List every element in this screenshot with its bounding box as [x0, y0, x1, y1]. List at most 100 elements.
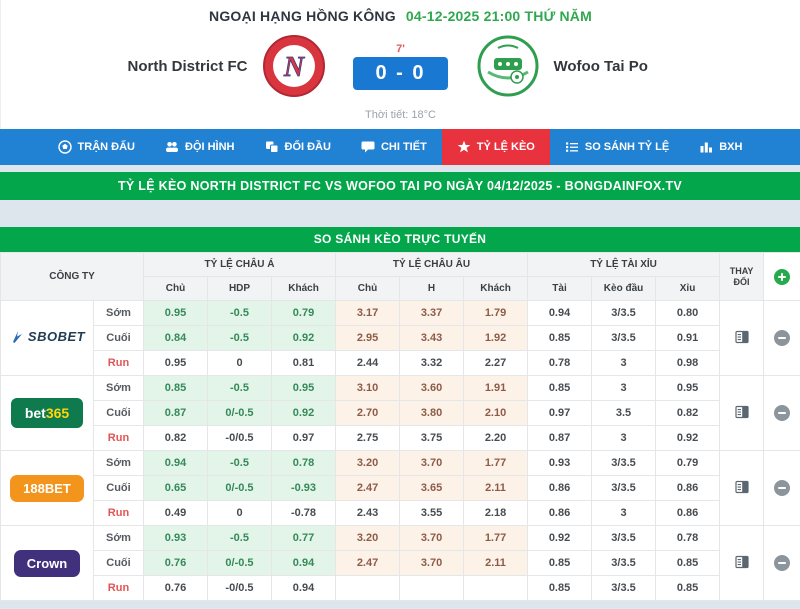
odds-cell: 3/3.5	[591, 550, 657, 576]
odds-row-crown-cuối: Cuối 0.76 0/-0.5 0.94 2.47 3.70 2.11 0.85 3/3.5 0…	[1, 550, 800, 576]
period-label: Sớm	[93, 300, 144, 326]
odds-cell: 0.97	[527, 400, 593, 426]
odds-table-title: SO SÁNH KÈO TRỰC TUYẾN	[0, 227, 800, 252]
company-header: CÔNG TY	[0, 252, 144, 301]
team-icon	[165, 140, 179, 154]
odds-row-bet365-sớm: bet365 Sớm 0.85 -0.5 0.95 3.10 3.60 1.91 0.85 3 0.…	[0, 375, 800, 451]
weather-label: Thời tiết:	[365, 109, 409, 121]
odds-cell	[399, 575, 465, 601]
odds-cell: 0.79	[655, 450, 721, 476]
away-team-name: Wofoo Tai Po	[553, 57, 648, 75]
odds-cell: 0.49	[143, 500, 208, 526]
bookmaker-logo[interactable]: Crown	[13, 549, 81, 577]
versus-icon	[265, 140, 279, 154]
collapse-bookmaker-button[interactable]	[763, 525, 800, 601]
odds-cell: 0.92	[527, 525, 593, 551]
bookmaker-logo[interactable]: bet365	[10, 398, 84, 428]
odds-cell: 0/-0.5	[207, 475, 272, 501]
bookmaker-cell-crown[interactable]: Crown	[0, 525, 94, 601]
collapse-bookmaker-button[interactable]	[763, 375, 800, 451]
odds-cell: 3.75	[399, 425, 465, 451]
minus-icon	[774, 405, 791, 421]
away-team-logo	[476, 34, 540, 98]
odds-change-history-button[interactable]	[719, 300, 765, 376]
odds-cell: -0.5	[207, 525, 272, 551]
odds-cell: 0.94	[270, 550, 337, 576]
odds-cell: 3.32	[399, 350, 465, 376]
tab-chi-tiet[interactable]: CHI TIẾT	[346, 129, 442, 165]
odds-cell: 3.60	[399, 375, 465, 401]
odds-page-banner: TỶ LỆ KÈO NORTH DISTRICT FC VS WOFOO TAI…	[0, 172, 800, 200]
odds-cell: 3.43	[399, 325, 465, 351]
tab-tran-dau[interactable]: TRẬN ĐẤU	[43, 129, 150, 165]
league-name: NGOẠI HẠNG HỒNG KÔNG	[209, 8, 396, 24]
col-header-away: Khách	[270, 276, 337, 301]
odds-change-history-button[interactable]	[719, 450, 765, 526]
bookmaker-cell-sbobet[interactable]: SBOBET	[0, 300, 94, 376]
bookmaker-logo[interactable]: SBOBET	[9, 329, 85, 344]
odds-cell: 1.77	[463, 450, 529, 476]
odds-change-history-button[interactable]	[719, 525, 765, 601]
odds-cell: 0.94	[527, 300, 593, 326]
odds-cell: 0/-0.5	[207, 400, 272, 426]
tab-so-sanh-ty-le[interactable]: SO SÁNH TỶ LỆ	[550, 129, 684, 165]
odds-cell: 3/3.5	[591, 450, 657, 476]
star-icon	[457, 140, 471, 154]
score-display: 0 - 0	[353, 56, 448, 90]
tab-ty-le-keo[interactable]: TỶ LỆ KÈO	[441, 129, 550, 165]
collapse-bookmaker-button[interactable]	[763, 300, 800, 376]
over-under-header: TỶ LỆ TÀI XỈU	[527, 252, 721, 277]
tab-doi-dau[interactable]: ĐỐI ĐẦU	[250, 129, 346, 165]
tab-label: TRẬN ĐẤU	[77, 141, 135, 153]
odds-cell: 0.97	[270, 425, 337, 451]
odds-cell: 2.95	[335, 325, 401, 351]
odds-cell: 2.70	[335, 400, 401, 426]
odds-cell: 3.17	[335, 300, 401, 326]
european-odds-header: TỶ LỆ CHÂU ÂU	[335, 252, 529, 277]
odds-cell: 0.95	[143, 350, 208, 376]
bookmaker-cell-188bet[interactable]: 188BET	[0, 450, 94, 526]
odds-cell: 0.82	[143, 425, 208, 451]
bookmaker-cell-bet365[interactable]: bet365	[0, 375, 94, 451]
bar-chart-icon	[699, 140, 713, 154]
odds-cell: 0.95	[143, 300, 208, 326]
odds-cell: 0.79	[270, 300, 337, 326]
league-title: NGOẠI HẠNG HỒNG KÔNG 04-12-2025 21:00 TH…	[1, 8, 800, 24]
odds-row-sbobet-run: Run 0.95 0 0.81 2.44 3.32 2.27 0.78 3 0.98	[1, 350, 800, 376]
odds-cell: 0.65	[143, 475, 208, 501]
odds-cell: 3/3.5	[591, 300, 657, 326]
odds-cell: 0.94	[143, 450, 208, 476]
odds-cell: 3	[591, 500, 657, 526]
list-icon	[565, 140, 579, 154]
page-background-strip	[0, 601, 800, 609]
expand-all-button[interactable]	[763, 252, 800, 301]
odds-cell: 3.20	[335, 525, 401, 551]
tab-doi-hinh[interactable]: ĐỘI HÌNH	[150, 129, 250, 165]
odds-cell: 0.87	[527, 425, 593, 451]
odds-row-188bet-run: Run 0.49 0 -0.78 2.43 3.55 2.18 0.86 3 0.86	[1, 500, 800, 526]
match-header: NGOẠI HẠNG HỒNG KÔNG 04-12-2025 21:00 TH…	[0, 0, 800, 129]
odds-cell: 3.5	[591, 400, 657, 426]
odds-cell: 3.20	[335, 450, 401, 476]
odds-cell: 0	[207, 350, 272, 376]
col-header-home: Chủ	[143, 276, 208, 301]
odds-cell: -0/0.5	[207, 575, 272, 601]
tab-label: TỶ LỆ KÈO	[476, 141, 535, 153]
odds-cell: 3.70	[399, 525, 465, 551]
odds-cell: 0/-0.5	[207, 550, 272, 576]
odds-cell: 0.84	[143, 325, 208, 351]
odds-row-crown-run: Run 0.76 -0/0.5 0.94 0.85 3/3.5 0.85	[1, 575, 800, 601]
odds-row-bet365-run: Run 0.82 -0/0.5 0.97 2.75 3.75 2.20 0.87 3 0.92	[1, 425, 800, 451]
odds-cell: 3/3.5	[591, 525, 657, 551]
odds-cell: 0.78	[655, 525, 721, 551]
odds-change-history-button[interactable]	[719, 375, 765, 451]
tab-bxh[interactable]: BXH	[684, 129, 757, 165]
odds-cell: 2.47	[335, 550, 401, 576]
sbobet-kicker-icon	[12, 331, 22, 343]
collapse-bookmaker-button[interactable]	[763, 450, 800, 526]
odds-row-188bet-cuối: Cuối 0.65 0/-0.5 -0.93 2.47 3.65 2.11 0.86 3/3.5…	[1, 475, 800, 501]
bookmaker-logo[interactable]: 188BET	[10, 474, 84, 502]
tab-label: ĐỐI ĐẦU	[284, 141, 331, 153]
weather-info: Thời tiết: 18°C	[1, 109, 800, 121]
odds-cell: -0.5	[207, 325, 272, 351]
